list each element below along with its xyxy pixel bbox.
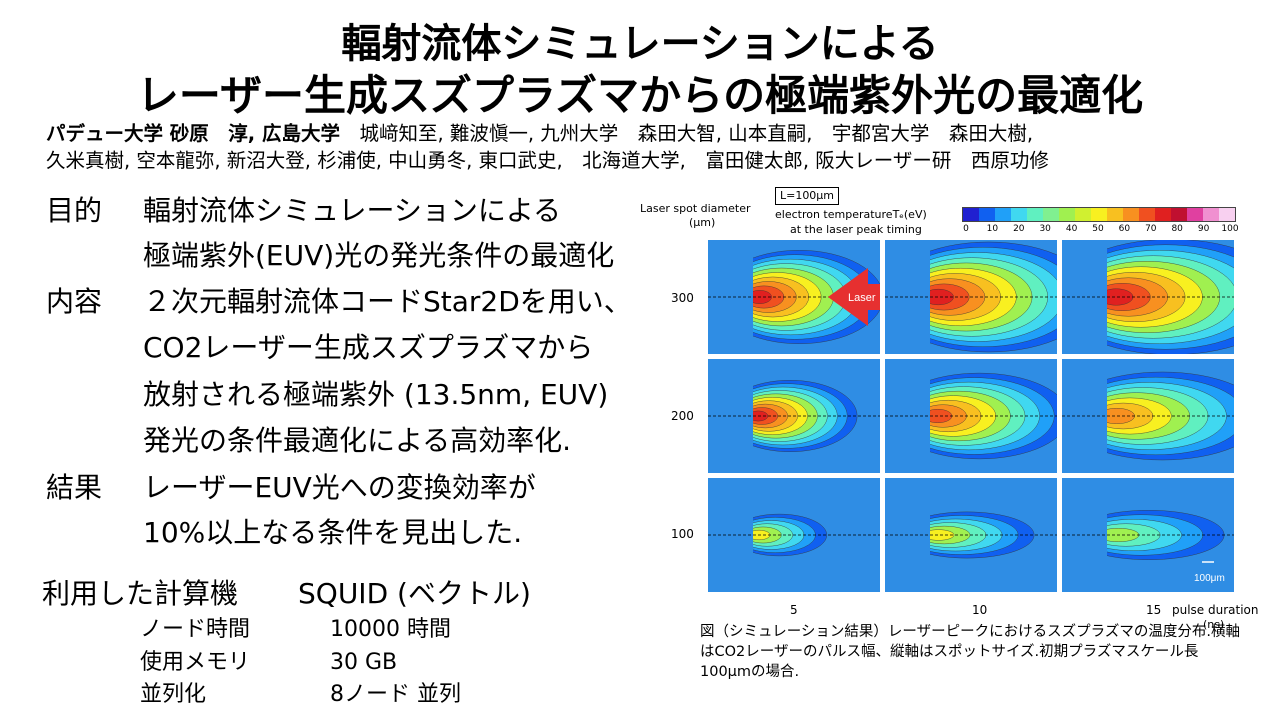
authors-line-2: 久米真樹, 空本龍弥, 新沼大登, 杉浦使, 中山勇冬, 東口武史, 北海道大学… <box>46 149 1049 172</box>
title-line-2: レーザー生成スズプラズマからの極端紫外光の最適化 <box>136 71 1144 120</box>
node-time-value: 10000 時間 <box>330 617 451 642</box>
title-line-1: 輻射流体シミュレーションによる <box>341 21 939 67</box>
node-time-label: ノード時間 <box>140 617 251 642</box>
colorbar-swatch <box>1059 208 1075 221</box>
y-axis-title-1: Laser spot diameter <box>640 202 751 215</box>
temperature-contour <box>708 359 880 473</box>
laser-arrow <box>828 268 880 326</box>
result-line-2: 10%以上なる条件を見出した. <box>143 516 523 549</box>
colorbar-tick: 100 <box>1221 224 1239 234</box>
colorbar-tick: 10 <box>986 224 999 234</box>
colorbar-swatch <box>1091 208 1107 221</box>
temperature-panels: Laser 100μm <box>708 240 1234 592</box>
temperature-panel: Laser <box>708 240 880 354</box>
authors-rest: 城﨑知至, 難波愼一, 九州大学 森田大智, 山本直嗣, 宇都宮大学 森田大樹, <box>340 122 1034 145</box>
result-label: 結果 <box>46 471 103 504</box>
colorbar-swatch <box>1011 208 1027 221</box>
colorbar-title-1: electron temperatureTₑ(eV) <box>775 208 927 221</box>
temperature-panel <box>885 359 1057 473</box>
colorbar <box>962 207 1236 222</box>
computer-value: SQUID (ベクトル) <box>298 577 531 610</box>
content-line-3: 放射される極端紫外 (13.5nm, EUV) <box>143 378 609 411</box>
x-label-5: 5 <box>790 603 798 617</box>
purpose-line-1: 輻射流体シミュレーションによる <box>143 194 562 227</box>
y-label-300: 300 <box>671 291 694 305</box>
temperature-contour <box>885 359 1057 473</box>
temperature-contour: Laser <box>708 240 880 354</box>
content-label: 内容 <box>46 285 103 318</box>
colorbar-tick: 80 <box>1171 224 1183 234</box>
colorbar-swatch <box>995 208 1011 221</box>
purpose-label: 目的 <box>46 194 103 227</box>
laser-label: Laser <box>848 292 876 304</box>
colorbar-tick: 70 <box>1145 224 1157 234</box>
colorbar-tick: 0 <box>963 224 969 234</box>
colorbar-swatch <box>1043 208 1059 221</box>
temperature-panel: 100μm <box>1062 478 1234 592</box>
x-axis-title: pulse duration <box>1172 603 1259 617</box>
temperature-contour: 100μm <box>1062 478 1234 592</box>
colorbar-swatch <box>1203 208 1219 221</box>
colorbar-swatch <box>1187 208 1203 221</box>
y-label-100: 100 <box>671 527 694 541</box>
colorbar-tick: 30 <box>1039 224 1051 234</box>
temperature-panel <box>708 478 880 592</box>
authors-line-1: パデュー大学 砂原 淳, 広島大学 城﨑知至, 難波愼一, 九州大学 森田大智,… <box>46 121 1033 147</box>
colorbar-tick: 20 <box>1013 224 1025 234</box>
content-line-2: CO2レーザー生成スズプラズマから <box>143 331 594 364</box>
x-label-15: 15 <box>1146 603 1162 617</box>
purpose-line-2: 極端紫外(EUV)光の発光条件の最適化 <box>143 239 615 272</box>
colorbar-tick: 40 <box>1065 224 1078 234</box>
memory-value: 30 GB <box>330 650 398 675</box>
parallel-value: 8ノード 並列 <box>330 682 461 707</box>
temperature-contour <box>885 478 1057 592</box>
content-line-1: ２次元輻射流体コードStar2Dを用い、 <box>143 285 632 318</box>
colorbar-title-2: at the laser peak timing <box>790 223 922 236</box>
authors-bold: パデュー大学 砂原 淳, 広島大学 <box>46 122 340 145</box>
colorbar-swatch <box>1171 208 1187 221</box>
colorbar-swatch <box>979 208 995 221</box>
parallel-label: 並列化 <box>140 682 207 707</box>
scale-label: 100μm <box>1194 573 1225 584</box>
scale-length-box: L=100μm <box>775 187 839 205</box>
temperature-contour <box>708 478 880 592</box>
colorbar-swatch <box>1139 208 1155 221</box>
temperature-contour <box>885 240 1057 354</box>
colorbar-swatch <box>1075 208 1091 221</box>
temperature-contour <box>1062 240 1234 354</box>
memory-label: 使用メモリ <box>140 650 251 675</box>
colorbar-swatch <box>1219 208 1235 221</box>
colorbar-tick: 90 <box>1197 224 1210 234</box>
colorbar-tick: 60 <box>1118 224 1131 234</box>
content-line-4: 発光の条件最適化による高効率化. <box>143 424 572 457</box>
colorbar-swatch <box>1123 208 1139 221</box>
temperature-panel <box>1062 240 1234 354</box>
figure-caption: 図（シミュレーション結果）レーザーピークにおけるスズプラズマの温度分布.横軸はC… <box>700 624 1240 680</box>
temperature-panel <box>708 359 880 473</box>
colorbar-swatch <box>1027 208 1043 221</box>
y-label-200: 200 <box>671 409 694 423</box>
x-axis-unit: (ns) <box>1203 618 1225 631</box>
temperature-contour <box>1062 359 1234 473</box>
colorbar-swatch <box>1155 208 1171 221</box>
result-line-1: レーザーEUV光への変換効率が <box>143 471 536 504</box>
colorbar-swatch <box>1107 208 1123 221</box>
y-axis-title-2: (μm) <box>689 216 716 229</box>
temperature-panel <box>1062 359 1234 473</box>
computer-label: 利用した計算機 <box>42 577 239 610</box>
colorbar-swatch <box>963 208 979 221</box>
temperature-panel <box>885 240 1057 354</box>
x-label-10: 10 <box>972 603 988 617</box>
temperature-panel <box>885 478 1057 592</box>
colorbar-tick: 50 <box>1092 224 1104 234</box>
